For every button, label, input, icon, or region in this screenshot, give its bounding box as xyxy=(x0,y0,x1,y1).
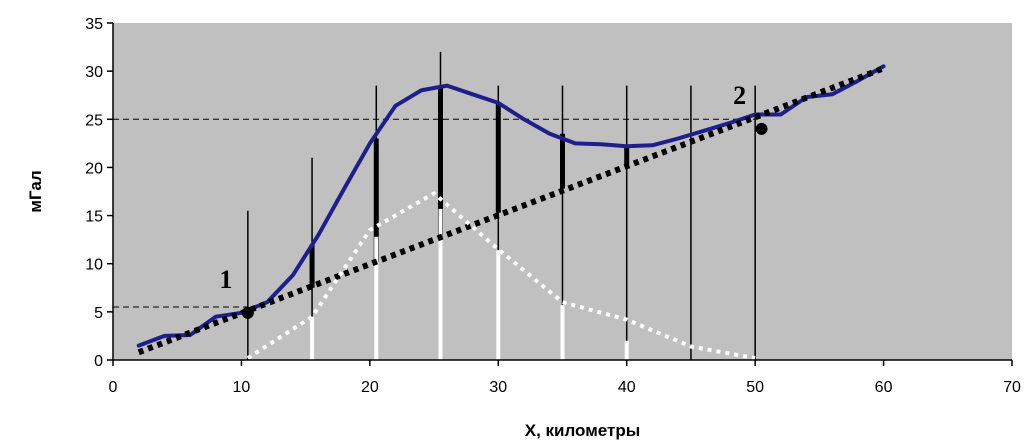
x-tick-label: 0 xyxy=(109,379,118,396)
x-tick-label: 50 xyxy=(746,379,764,396)
y-tick-label: 0 xyxy=(94,353,103,370)
x-axis-label: X, километры xyxy=(525,421,641,440)
residual-curve xyxy=(246,191,756,361)
y-tick-label: 25 xyxy=(85,112,103,129)
y-tick-label: 15 xyxy=(85,209,103,226)
y-tick-label: 35 xyxy=(85,16,103,33)
y-tick-label: 10 xyxy=(85,257,103,274)
point-label-2: 2 xyxy=(733,81,746,110)
x-tick-label: 20 xyxy=(361,379,379,396)
y-tick-label: 30 xyxy=(85,64,103,81)
y-tick-label: 20 xyxy=(85,160,103,177)
x-tick-label: 60 xyxy=(875,379,893,396)
data-point-2 xyxy=(755,122,768,135)
data-point-1 xyxy=(241,306,254,319)
x-tick-label: 70 xyxy=(1003,379,1021,396)
x-tick-label: 10 xyxy=(233,379,251,396)
point-label-1: 1 xyxy=(219,265,232,294)
regional-trend-line xyxy=(137,65,885,356)
x-tick-label: 40 xyxy=(618,379,636,396)
x-tick-label: 30 xyxy=(489,379,507,396)
y-tick-label: 5 xyxy=(94,305,103,322)
y-axis-label: мГал xyxy=(26,170,45,212)
